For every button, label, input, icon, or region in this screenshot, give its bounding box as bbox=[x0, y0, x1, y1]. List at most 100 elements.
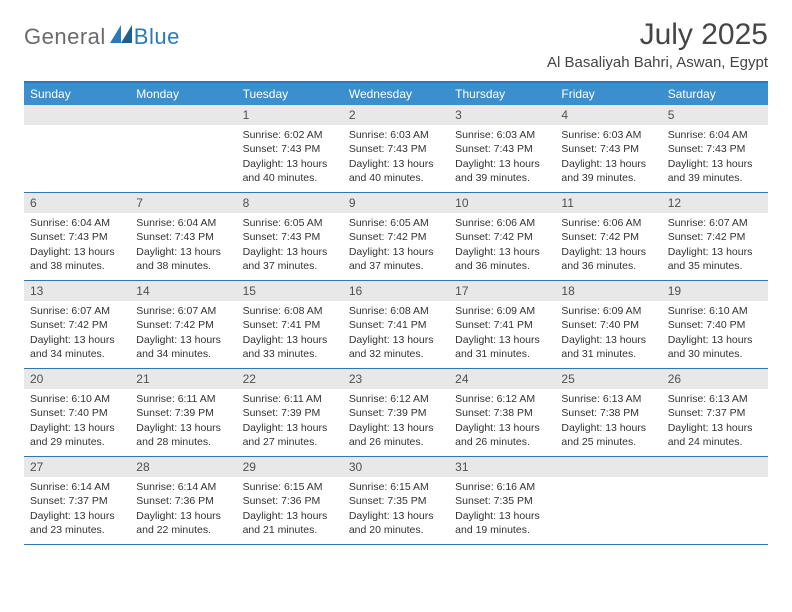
calendar-cell: 21Sunrise: 6:11 AMSunset: 7:39 PMDayligh… bbox=[130, 369, 236, 457]
day-number: 3 bbox=[455, 108, 462, 122]
day-number: 2 bbox=[349, 108, 356, 122]
sunrise-line: Sunrise: 6:16 AM bbox=[455, 480, 549, 494]
cell-content: Sunrise: 6:04 AMSunset: 7:43 PMDaylight:… bbox=[662, 125, 768, 189]
daylight-line: Daylight: 13 hours and 32 minutes. bbox=[349, 333, 443, 361]
sunrise-line: Sunrise: 6:05 AM bbox=[243, 216, 337, 230]
daylight-line: Daylight: 13 hours and 23 minutes. bbox=[30, 509, 124, 537]
day-header: Friday bbox=[555, 83, 661, 105]
calendar-cell: 13Sunrise: 6:07 AMSunset: 7:42 PMDayligh… bbox=[24, 281, 130, 369]
sunset-line: Sunset: 7:38 PM bbox=[455, 406, 549, 420]
day-number-row: 31 bbox=[449, 457, 555, 477]
day-number-row: 26 bbox=[662, 369, 768, 389]
sunrise-line: Sunrise: 6:13 AM bbox=[668, 392, 762, 406]
daylight-line: Daylight: 13 hours and 31 minutes. bbox=[561, 333, 655, 361]
sunset-line: Sunset: 7:42 PM bbox=[561, 230, 655, 244]
sunset-line: Sunset: 7:35 PM bbox=[349, 494, 443, 508]
cell-content: Sunrise: 6:13 AMSunset: 7:37 PMDaylight:… bbox=[662, 389, 768, 453]
calendar-cell: 14Sunrise: 6:07 AMSunset: 7:42 PMDayligh… bbox=[130, 281, 236, 369]
calendar-cell: 25Sunrise: 6:13 AMSunset: 7:38 PMDayligh… bbox=[555, 369, 661, 457]
calendar-body: 001Sunrise: 6:02 AMSunset: 7:43 PMDaylig… bbox=[24, 105, 768, 545]
day-number-row: 2 bbox=[343, 105, 449, 125]
cell-content: Sunrise: 6:03 AMSunset: 7:43 PMDaylight:… bbox=[449, 125, 555, 189]
day-number: 1 bbox=[243, 108, 250, 122]
calendar-cell: 11Sunrise: 6:06 AMSunset: 7:42 PMDayligh… bbox=[555, 193, 661, 281]
sunrise-line: Sunrise: 6:06 AM bbox=[455, 216, 549, 230]
cell-content: Sunrise: 6:03 AMSunset: 7:43 PMDaylight:… bbox=[343, 125, 449, 189]
cell-content: Sunrise: 6:09 AMSunset: 7:41 PMDaylight:… bbox=[449, 301, 555, 365]
day-number-row: 29 bbox=[237, 457, 343, 477]
cell-content: Sunrise: 6:16 AMSunset: 7:35 PMDaylight:… bbox=[449, 477, 555, 541]
calendar-cell: 26Sunrise: 6:13 AMSunset: 7:37 PMDayligh… bbox=[662, 369, 768, 457]
day-number-row: 14 bbox=[130, 281, 236, 301]
logo: General Blue bbox=[24, 24, 180, 50]
sunrise-line: Sunrise: 6:08 AM bbox=[349, 304, 443, 318]
calendar-cell: 31 Sunrise: 6:16 AMSunset: 7:35 PMDayligh… bbox=[449, 457, 555, 545]
daylight-line: Daylight: 13 hours and 38 minutes. bbox=[30, 245, 124, 273]
daylight-line: Daylight: 13 hours and 27 minutes. bbox=[243, 421, 337, 449]
cell-content: Sunrise: 6:06 AMSunset: 7:42 PMDaylight:… bbox=[449, 213, 555, 277]
sunrise-line: Sunrise: 6:12 AM bbox=[349, 392, 443, 406]
day-header: Wednesday bbox=[343, 83, 449, 105]
calendar-cell: 16Sunrise: 6:08 AMSunset: 7:41 PMDayligh… bbox=[343, 281, 449, 369]
calendar-cell: 20Sunrise: 6:10 AMSunset: 7:40 PMDayligh… bbox=[24, 369, 130, 457]
day-number-row: 7 bbox=[130, 193, 236, 213]
daylight-line: Daylight: 13 hours and 29 minutes. bbox=[30, 421, 124, 449]
sunrise-line: Sunrise: 6:07 AM bbox=[30, 304, 124, 318]
day-number: 28 bbox=[136, 460, 149, 474]
daylight-line: Daylight: 13 hours and 34 minutes. bbox=[136, 333, 230, 361]
calendar-header-row: SundayMondayTuesdayWednesdayThursdayFrid… bbox=[24, 83, 768, 105]
day-number-row: 15 bbox=[237, 281, 343, 301]
sunset-line: Sunset: 7:42 PM bbox=[455, 230, 549, 244]
daylight-line: Daylight: 13 hours and 26 minutes. bbox=[349, 421, 443, 449]
calendar-cell: 10Sunrise: 6:06 AMSunset: 7:42 PMDayligh… bbox=[449, 193, 555, 281]
day-number: 5 bbox=[668, 108, 675, 122]
sunrise-line: Sunrise: 6:11 AM bbox=[136, 392, 230, 406]
calendar-cell: 0 bbox=[24, 105, 130, 193]
calendar-cell: 18Sunrise: 6:09 AMSunset: 7:40 PMDayligh… bbox=[555, 281, 661, 369]
sunrise-line: Sunrise: 6:15 AM bbox=[243, 480, 337, 494]
sunset-line: Sunset: 7:39 PM bbox=[136, 406, 230, 420]
day-number-row: 17 bbox=[449, 281, 555, 301]
sunset-line: Sunset: 7:37 PM bbox=[30, 494, 124, 508]
sunrise-line: Sunrise: 6:05 AM bbox=[349, 216, 443, 230]
sunrise-line: Sunrise: 6:13 AM bbox=[561, 392, 655, 406]
day-number: 15 bbox=[243, 284, 256, 298]
day-number-row: 0 bbox=[555, 457, 661, 477]
day-number: 7 bbox=[136, 196, 143, 210]
day-number: 25 bbox=[561, 372, 574, 386]
daylight-line: Daylight: 13 hours and 36 minutes. bbox=[561, 245, 655, 273]
daylight-line: Daylight: 13 hours and 19 minutes. bbox=[455, 509, 549, 537]
day-header: Saturday bbox=[662, 83, 768, 105]
sunset-line: Sunset: 7:41 PM bbox=[349, 318, 443, 332]
daylight-line: Daylight: 13 hours and 40 minutes. bbox=[243, 157, 337, 185]
cell-content bbox=[662, 477, 768, 484]
day-header: Tuesday bbox=[237, 83, 343, 105]
daylight-line: Daylight: 13 hours and 33 minutes. bbox=[243, 333, 337, 361]
day-number-row: 24 bbox=[449, 369, 555, 389]
day-number-row: 0 bbox=[662, 457, 768, 477]
sunset-line: Sunset: 7:43 PM bbox=[30, 230, 124, 244]
calendar-cell: 7 Sunrise: 6:04 AMSunset: 7:43 PMDaylight… bbox=[130, 193, 236, 281]
sunrise-line: Sunrise: 6:14 AM bbox=[136, 480, 230, 494]
cell-content: Sunrise: 6:04 AMSunset: 7:43 PMDaylight:… bbox=[130, 213, 236, 277]
cell-content: Sunrise: 6:05 AMSunset: 7:43 PMDaylight:… bbox=[237, 213, 343, 277]
sunset-line: Sunset: 7:35 PM bbox=[455, 494, 549, 508]
sunrise-line: Sunrise: 6:10 AM bbox=[668, 304, 762, 318]
day-number-row: 4 bbox=[555, 105, 661, 125]
sunset-line: Sunset: 7:41 PM bbox=[455, 318, 549, 332]
sunrise-line: Sunrise: 6:12 AM bbox=[455, 392, 549, 406]
cell-content: Sunrise: 6:07 AMSunset: 7:42 PMDaylight:… bbox=[662, 213, 768, 277]
sunset-line: Sunset: 7:39 PM bbox=[243, 406, 337, 420]
cell-content: Sunrise: 6:14 AMSunset: 7:36 PMDaylight:… bbox=[130, 477, 236, 541]
sunset-line: Sunset: 7:43 PM bbox=[243, 230, 337, 244]
cell-content: Sunrise: 6:05 AMSunset: 7:42 PMDaylight:… bbox=[343, 213, 449, 277]
day-number: 17 bbox=[455, 284, 468, 298]
calendar-cell: 0 bbox=[555, 457, 661, 545]
sunset-line: Sunset: 7:42 PM bbox=[668, 230, 762, 244]
sunset-line: Sunset: 7:36 PM bbox=[136, 494, 230, 508]
calendar-cell: 3 Sunrise: 6:03 AMSunset: 7:43 PMDaylight… bbox=[449, 105, 555, 193]
cell-content bbox=[130, 125, 236, 132]
day-number: 31 bbox=[455, 460, 468, 474]
calendar-cell: 1Sunrise: 6:02 AMSunset: 7:43 PMDaylight… bbox=[237, 105, 343, 193]
day-number: 4 bbox=[561, 108, 568, 122]
